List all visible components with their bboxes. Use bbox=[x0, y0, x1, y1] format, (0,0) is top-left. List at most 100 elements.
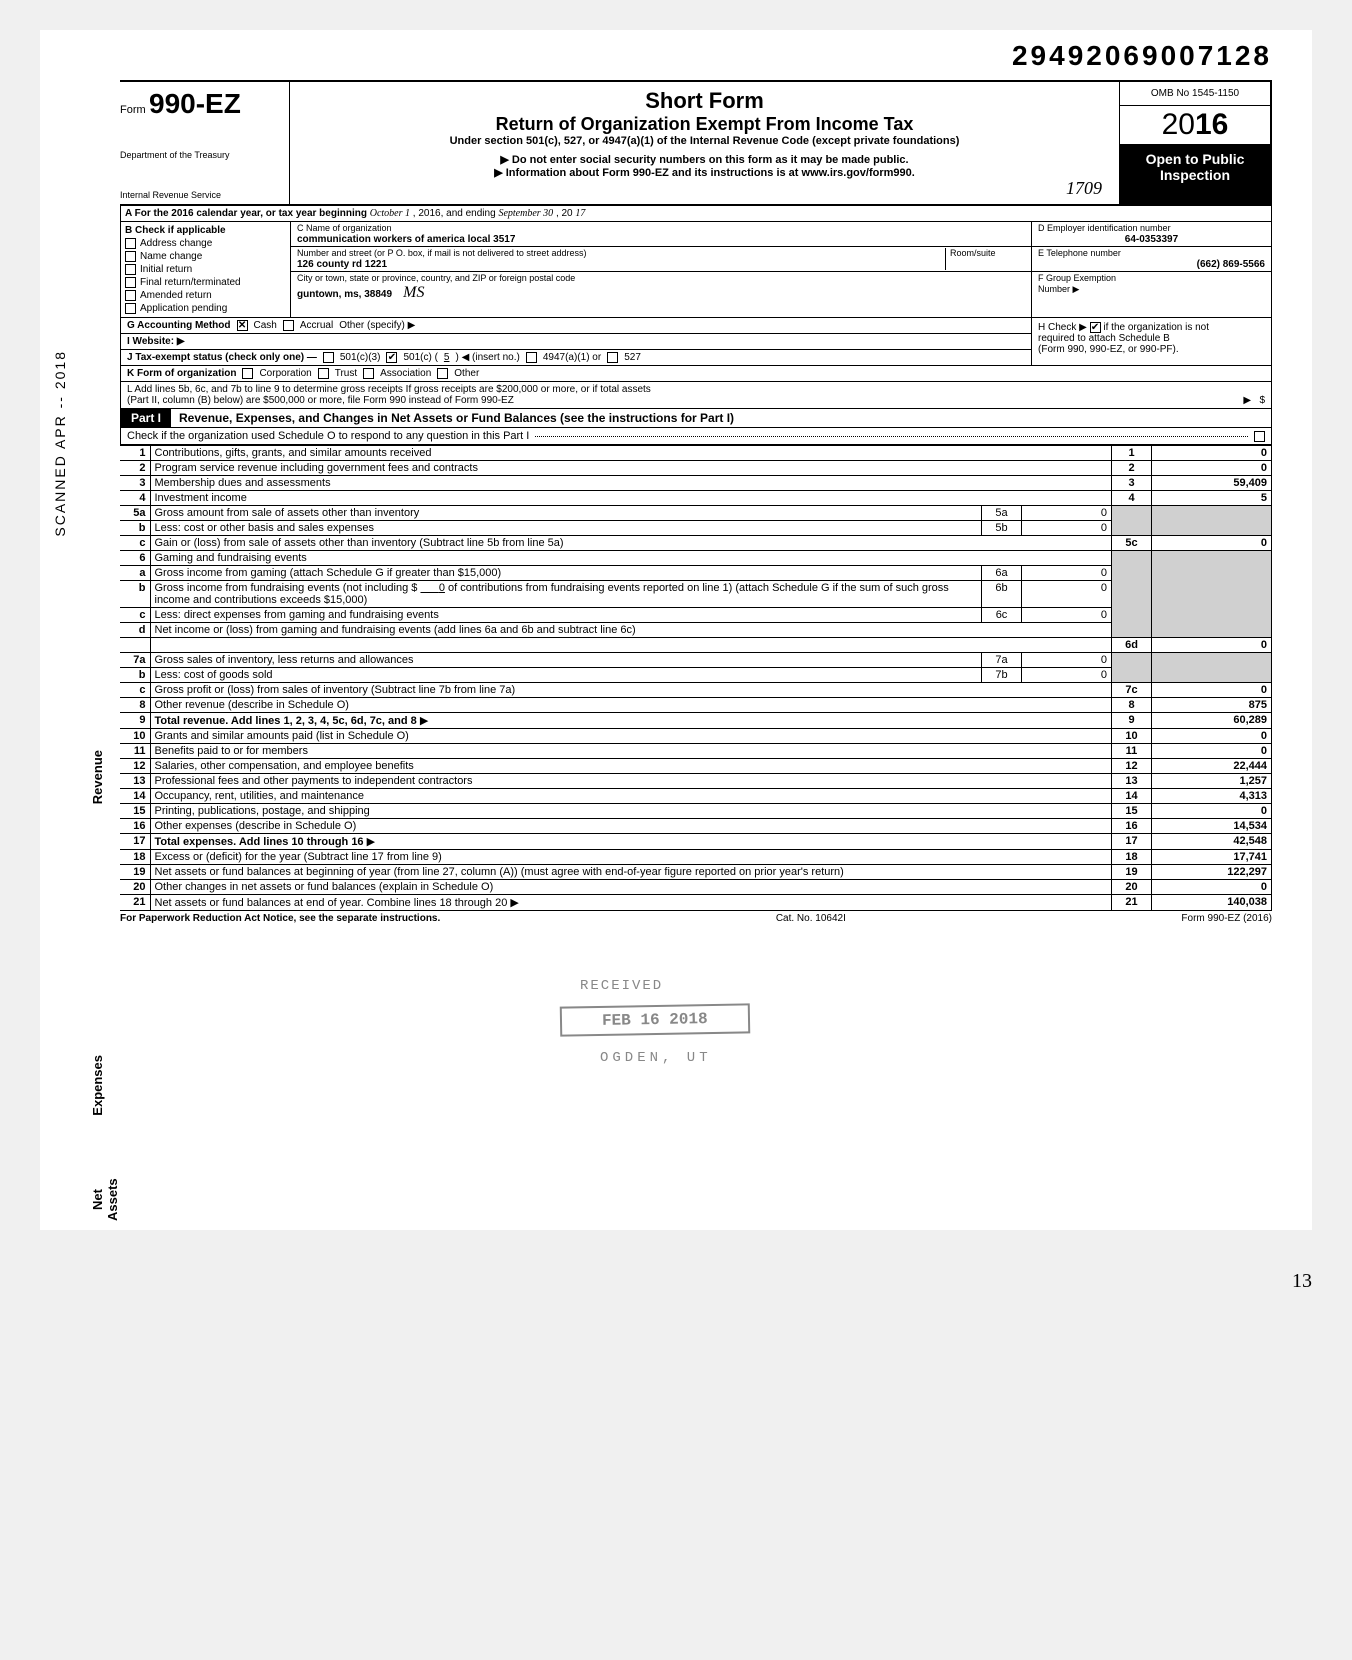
l-dollar: $ bbox=[1259, 395, 1265, 406]
check-527[interactable] bbox=[607, 352, 618, 363]
row-a-label: A For the 2016 calendar year, or tax yea… bbox=[125, 208, 367, 219]
check-name-change[interactable]: Name change bbox=[121, 250, 290, 263]
line-19-box: 19 bbox=[1112, 865, 1152, 880]
line-7a-desc: Gross sales of inventory, less returns a… bbox=[150, 653, 982, 668]
open-line1: Open to Public bbox=[1146, 151, 1245, 167]
year-prefix: 20 bbox=[1162, 108, 1195, 141]
l-text2: (Part II, column (B) below) are $500,000… bbox=[127, 395, 514, 406]
info-note: ▶ Information about Form 990-EZ and its … bbox=[298, 166, 1111, 179]
line-1-val: 0 bbox=[1152, 446, 1272, 461]
dept-treasury: Department of the Treasury bbox=[120, 150, 285, 160]
line-4-desc: Investment income bbox=[150, 491, 1112, 506]
part1-label: Part I bbox=[121, 409, 171, 427]
table-row: 6Gaming and fundraising events bbox=[120, 551, 1272, 566]
room-label: Room/suite bbox=[950, 248, 996, 258]
line-5a-desc: Gross amount from sale of assets other t… bbox=[150, 506, 982, 521]
table-row: bLess: cost or other basis and sales exp… bbox=[120, 521, 1272, 536]
line-5a-midval: 0 bbox=[1022, 506, 1112, 521]
row-g: G Accounting Method Cash Accrual Other (… bbox=[121, 318, 1031, 334]
j-4947: 4947(a)(1) or bbox=[543, 352, 601, 363]
check-initial-return[interactable]: Initial return bbox=[121, 263, 290, 276]
footer-left: For Paperwork Reduction Act Notice, see … bbox=[120, 913, 440, 924]
f-label2: Number ▶ bbox=[1038, 284, 1079, 294]
org-address: 126 county rd 1221 bbox=[297, 259, 387, 270]
check-501c[interactable] bbox=[386, 352, 397, 363]
part1-header: Part I Revenue, Expenses, and Changes in… bbox=[120, 409, 1272, 428]
k-label: K Form of organization bbox=[127, 368, 236, 379]
row-j: J Tax-exempt status (check only one) — 5… bbox=[121, 350, 1031, 365]
line-15-box: 15 bbox=[1112, 804, 1152, 819]
check-amended-return[interactable]: Amended return bbox=[121, 289, 290, 302]
line-18-box: 18 bbox=[1112, 850, 1152, 865]
check-assoc[interactable] bbox=[363, 368, 374, 379]
line-14-desc: Occupancy, rent, utilities, and maintena… bbox=[150, 789, 1112, 804]
line-15-desc: Printing, publications, postage, and shi… bbox=[150, 804, 1112, 819]
line-12-box: 12 bbox=[1112, 759, 1152, 774]
table-row: cLess: direct expenses from gaming and f… bbox=[120, 608, 1272, 623]
row-a-begin: October 1 bbox=[370, 208, 410, 219]
check-schedule-o[interactable] bbox=[1254, 431, 1265, 442]
line-10-box: 10 bbox=[1112, 729, 1152, 744]
open-to-public: Open to PublicInspection bbox=[1120, 145, 1270, 204]
check-501c3[interactable] bbox=[323, 352, 334, 363]
check-h[interactable] bbox=[1090, 322, 1101, 333]
k-trust: Trust bbox=[335, 368, 357, 379]
line-21-desc: Net assets or fund balances at end of ye… bbox=[155, 897, 508, 909]
line-8-box: 8 bbox=[1112, 698, 1152, 713]
side-netassets-label: Net Assets bbox=[90, 1170, 120, 1230]
check-other[interactable] bbox=[437, 368, 448, 379]
hand-initials: MS bbox=[403, 284, 424, 301]
line-4-box: 4 bbox=[1112, 491, 1152, 506]
city-label: City or town, state or province, country… bbox=[297, 273, 575, 283]
tax-year: 2016 bbox=[1120, 106, 1270, 145]
line-6c-midval: 0 bbox=[1022, 608, 1112, 623]
side-revenue-label: Revenue bbox=[90, 750, 105, 804]
side-expenses-label: Expenses bbox=[90, 1055, 105, 1116]
line-1-desc: Contributions, gifts, grants, and simila… bbox=[150, 446, 1112, 461]
c-label: C Name of organization bbox=[297, 223, 392, 233]
table-row: 4Investment income45 bbox=[120, 491, 1272, 506]
table-row: 9Total revenue. Add lines 1, 2, 3, 4, 5c… bbox=[120, 713, 1272, 729]
check-cash[interactable] bbox=[237, 320, 248, 331]
line-6c-desc: Less: direct expenses from gaming and fu… bbox=[150, 608, 982, 623]
table-row: 1Contributions, gifts, grants, and simil… bbox=[120, 446, 1272, 461]
line-9-val: 60,289 bbox=[1152, 713, 1272, 729]
line-13-val: 1,257 bbox=[1152, 774, 1272, 789]
table-row: 20Other changes in net assets or fund ba… bbox=[120, 880, 1272, 895]
line-17-desc: Total expenses. Add lines 10 through 16 bbox=[155, 836, 364, 848]
stamp-location: OGDEN, UT bbox=[600, 1050, 712, 1066]
check-final-return[interactable]: Final return/terminated bbox=[121, 276, 290, 289]
open-line2: Inspection bbox=[1160, 167, 1230, 183]
b-label: B Check if applicable bbox=[121, 224, 290, 237]
addr-label: Number and street (or P O. box, if mail … bbox=[297, 248, 586, 258]
line-5c-desc: Gain or (loss) from sale of assets other… bbox=[150, 536, 1112, 551]
part1-check-row: Check if the organization used Schedule … bbox=[120, 428, 1272, 445]
chk-lbl-2: Initial return bbox=[140, 264, 192, 275]
table-row: 5aGross amount from sale of assets other… bbox=[120, 506, 1272, 521]
line-7c-box: 7c bbox=[1112, 683, 1152, 698]
row-k: K Form of organization Corporation Trust… bbox=[120, 366, 1272, 382]
line-20-val: 0 bbox=[1152, 880, 1272, 895]
line-8-val: 875 bbox=[1152, 698, 1272, 713]
check-accrual[interactable] bbox=[283, 320, 294, 331]
line-6b-mid: 6b bbox=[982, 581, 1022, 608]
part1-check-text: Check if the organization used Schedule … bbox=[127, 430, 529, 442]
check-application-pending[interactable]: Application pending bbox=[121, 302, 290, 315]
line-11-val: 0 bbox=[1152, 744, 1272, 759]
line-2-val: 0 bbox=[1152, 461, 1272, 476]
table-row: 6d0 bbox=[120, 638, 1272, 653]
line-17-box: 17 bbox=[1112, 834, 1152, 850]
line-11-box: 11 bbox=[1112, 744, 1152, 759]
check-4947[interactable] bbox=[526, 352, 537, 363]
line-5b-mid: 5b bbox=[982, 521, 1022, 536]
row-h: H Check ▶ if the organization is not req… bbox=[1031, 318, 1271, 365]
check-address-change[interactable]: Address change bbox=[121, 237, 290, 250]
line-1-box: 1 bbox=[1112, 446, 1152, 461]
table-row: 8Other revenue (describe in Schedule O)8… bbox=[120, 698, 1272, 713]
check-trust[interactable] bbox=[318, 368, 329, 379]
g-accrual: Accrual bbox=[300, 320, 333, 331]
table-row: 15Printing, publications, postage, and s… bbox=[120, 804, 1272, 819]
check-corp[interactable] bbox=[242, 368, 253, 379]
row-a-endyr: 17 bbox=[575, 208, 585, 219]
table-row: bLess: cost of goods sold7b0 bbox=[120, 668, 1272, 683]
